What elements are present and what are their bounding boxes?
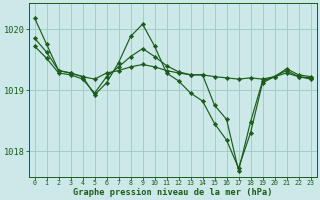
- X-axis label: Graphe pression niveau de la mer (hPa): Graphe pression niveau de la mer (hPa): [73, 188, 272, 197]
